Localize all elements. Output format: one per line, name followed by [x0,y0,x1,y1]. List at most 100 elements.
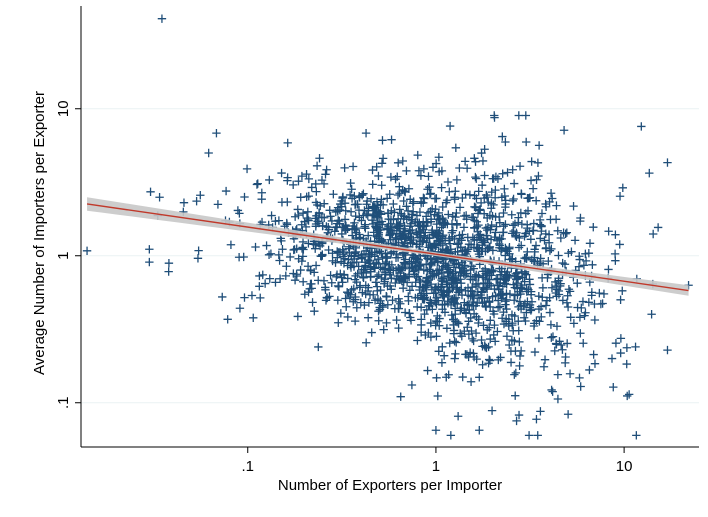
data-point [395,205,404,214]
data-point [412,255,421,264]
data-point [483,279,492,289]
data-point [541,229,551,239]
data-point [576,329,585,338]
data-point [421,282,431,292]
data-point [193,254,203,263]
data-point [333,281,343,291]
data-point [438,300,447,310]
data-point [419,221,428,230]
data-point [587,291,596,300]
data-point [556,233,566,243]
data-point [422,289,431,298]
data-point [357,267,366,277]
data-point [247,291,257,300]
data-point [278,245,287,254]
data-point [486,225,495,234]
data-point [145,257,154,267]
data-point [490,111,499,120]
data-point [510,291,520,300]
data-point [532,175,541,184]
data-point [372,232,382,242]
data-point [471,328,481,338]
data-point [377,195,386,204]
data-point [548,387,557,396]
data-point [464,239,474,249]
data-point [277,236,286,246]
data-point [578,297,588,306]
data-point [283,138,292,148]
data-point [488,246,498,255]
data-point [534,291,544,301]
data-point [449,315,458,324]
data-point [212,128,221,138]
data-point [400,187,409,196]
data-point [515,297,525,306]
data-point [500,191,510,201]
data-point [533,158,543,168]
data-point [402,202,411,211]
data-point [616,334,626,343]
data-point [341,294,350,303]
data-point [179,198,189,207]
data-point [354,262,363,271]
data-point [522,285,531,294]
data-point [350,295,360,304]
data-point [527,305,536,314]
data-point [450,337,459,346]
data-point [546,320,556,329]
data-point [434,167,444,176]
data-point [429,271,439,280]
data-point [332,247,342,256]
data-point [374,230,383,239]
data-point [302,169,311,179]
data-point [443,263,452,272]
data-point [382,252,391,261]
data-point [534,141,544,150]
data-point [444,236,454,245]
data-point [615,240,624,249]
data-point [157,14,167,23]
data-point [435,321,444,330]
data-point [522,270,531,279]
data-point [416,277,425,287]
data-point [451,309,460,319]
data-point [476,205,485,215]
data-point [311,179,320,189]
data-point [400,260,409,270]
data-point [343,312,353,322]
data-point [391,174,400,184]
data-point [551,277,560,287]
data-point [474,318,483,328]
data-point [508,165,517,174]
data-point [282,262,291,271]
data-point [452,338,461,347]
data-point [387,285,396,294]
data-point [570,236,580,245]
data-point [563,302,573,312]
data-point [515,351,525,361]
data-point [449,326,459,335]
data-point [462,247,472,256]
data-point [359,189,368,198]
data-point [527,157,536,166]
data-point [483,213,492,223]
data-point [407,282,417,291]
data-point [484,197,493,207]
data-point [431,426,441,435]
data-point [394,294,403,303]
data-point [382,318,391,328]
data-point [426,215,436,224]
data-point [472,354,481,364]
data-point [372,197,382,206]
data-point [440,308,450,317]
data-point [347,194,357,203]
data-point [423,366,432,375]
data-point [329,190,338,199]
data-point [349,284,359,293]
data-point [575,252,584,261]
y-tick-label: 1 [55,252,72,260]
data-point [425,190,435,199]
data-point [423,208,433,218]
data-point [350,316,360,326]
data-point [545,308,555,317]
